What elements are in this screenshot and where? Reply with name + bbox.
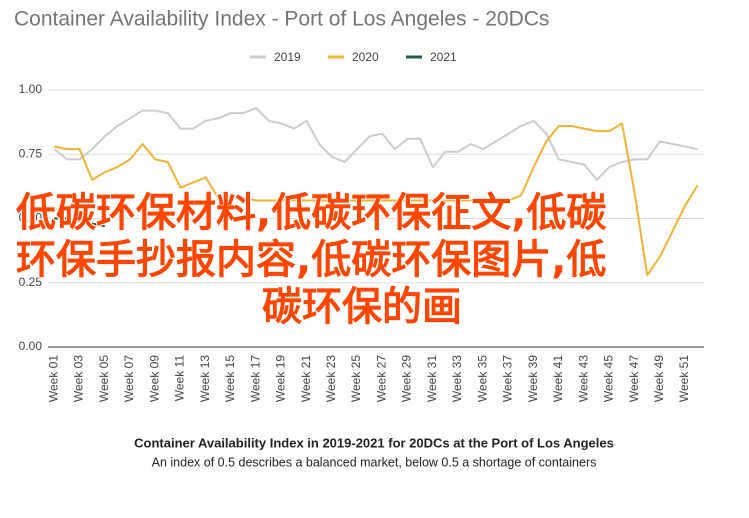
y-tick-label: 0.50 bbox=[19, 211, 43, 225]
overlay: 低碳环保材料,低碳环保征文,低碳 环保手抄报内容,低碳环保图片,低 碳环保的画 bbox=[15, 189, 608, 331]
y-tick-label: 0.00 bbox=[19, 339, 43, 353]
x-tick-label: Week 39 bbox=[526, 355, 540, 402]
plot: 0.00 0.25 0.50 0.75 1.00 Week 01 Week 03 Week 0… bbox=[19, 50, 704, 402]
x-tick-label: Week 47 bbox=[627, 355, 641, 402]
x-tick-label: Week 09 bbox=[147, 355, 161, 402]
x-tick-label: Week 19 bbox=[274, 355, 288, 402]
x-tick-label: Week 01 bbox=[46, 355, 60, 402]
overlay-text: 碳环保的画 bbox=[262, 284, 462, 330]
y-tick-label: 0.75 bbox=[19, 146, 43, 160]
x-tick-label: Week 33 bbox=[450, 355, 464, 402]
x-tick-label: Week 11 bbox=[173, 355, 187, 402]
series-line bbox=[53, 107, 698, 181]
x-tick-label: Week 15 bbox=[223, 355, 237, 402]
x-tick-label: Week 25 bbox=[349, 355, 363, 402]
legend-label: 2021 bbox=[430, 50, 457, 64]
x-tick-label: Week 29 bbox=[400, 355, 414, 402]
x-tick-label: Week 43 bbox=[576, 355, 590, 402]
x-tick-label: Week 27 bbox=[374, 355, 388, 402]
y-tick-label: 0.25 bbox=[19, 275, 43, 289]
caption-title: Container Availability Index in 2019-202… bbox=[134, 435, 614, 450]
x-tick-label: Week 21 bbox=[299, 355, 313, 402]
y-tick-label: 1.00 bbox=[19, 82, 43, 96]
x-tick-label: Week 31 bbox=[425, 355, 439, 402]
legend-label: 2019 bbox=[274, 50, 301, 64]
x-tick-label: Week 17 bbox=[248, 355, 262, 402]
x-tick-label: Week 41 bbox=[551, 355, 565, 402]
chart-title: Container Availability Index - Port of L… bbox=[14, 8, 549, 31]
caption-subtitle: An index of 0.5 describes a balanced mar… bbox=[152, 455, 597, 469]
series-line bbox=[54, 122, 699, 276]
x-tick-label: Week 35 bbox=[475, 355, 489, 402]
legend-label: 2020 bbox=[352, 50, 379, 64]
x-tick-label: Week 45 bbox=[602, 355, 616, 402]
x-tick-label: Week 05 bbox=[97, 355, 111, 402]
x-tick-label: Week 03 bbox=[72, 355, 86, 402]
x-tick-label: Week 07 bbox=[122, 355, 136, 402]
x-tick-label: Week 37 bbox=[501, 355, 515, 402]
overlay-text: 环保手抄报内容,低碳环保图片,低 bbox=[16, 237, 606, 283]
series-line bbox=[54, 217, 106, 228]
x-tick-label: Week 13 bbox=[198, 355, 212, 402]
x-tick-label: Week 51 bbox=[677, 355, 691, 402]
x-tick-label: Week 49 bbox=[652, 355, 666, 402]
overlay-text: 低碳环保材料,低碳环保征文,低碳 bbox=[16, 190, 607, 236]
x-tick-label: Week 23 bbox=[324, 355, 338, 402]
